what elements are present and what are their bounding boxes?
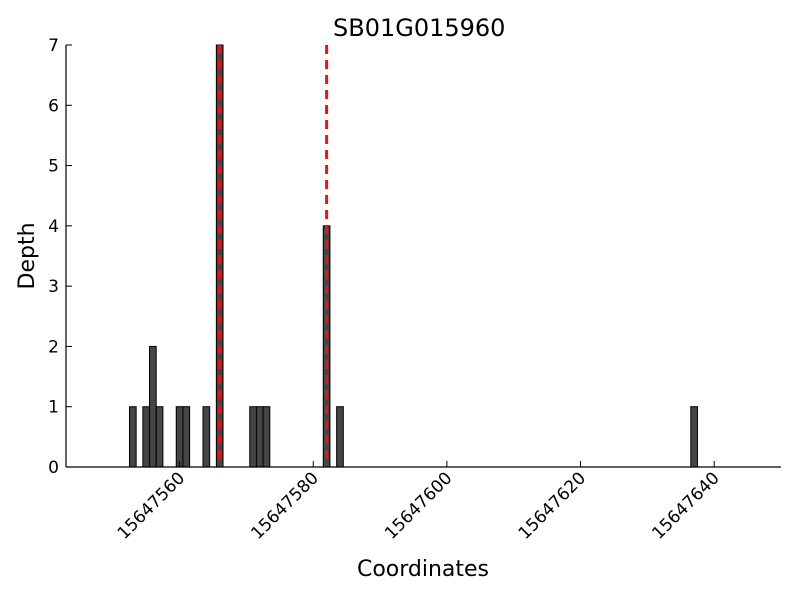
marker-lines-group	[218, 45, 329, 467]
y-tick-label: 1	[48, 398, 59, 418]
bar	[149, 345, 157, 468]
bar	[155, 406, 164, 468]
bar	[690, 406, 698, 468]
x-tick-label: 15647600	[381, 468, 456, 543]
bar	[336, 406, 344, 468]
y-tick-label: 5	[48, 157, 59, 177]
bar	[255, 406, 264, 468]
x-tick-label: 15647580	[247, 468, 322, 543]
y-tick-label: 6	[48, 96, 59, 116]
bar	[128, 406, 137, 468]
bar	[142, 406, 151, 468]
bar	[249, 406, 257, 468]
x-tick-label: 15647620	[515, 468, 590, 543]
x-ticks-group: 15647560 15647580 15647600 15647620 15647640	[114, 461, 724, 544]
y-tick-label: 3	[48, 277, 59, 297]
axes-group	[65, 45, 781, 468]
bar	[202, 406, 211, 468]
bar	[262, 406, 271, 468]
y-tick-label: 7	[48, 36, 59, 56]
y-tick-label: 4	[48, 217, 59, 237]
y-ticks-group: 0 1 2 3 4 5 6 7	[48, 36, 72, 478]
y-axis-label: Depth	[15, 222, 40, 289]
y-tick-label: 2	[48, 337, 59, 357]
bar	[175, 406, 184, 468]
chart-title: SB01G015960	[333, 14, 505, 42]
x-axis-label: Coordinates	[357, 557, 489, 582]
bar	[182, 406, 191, 468]
x-tick-label: 15647640	[648, 468, 723, 543]
y-tick-label: 0	[48, 458, 59, 478]
bars-group	[128, 44, 698, 468]
x-tick-label: 15647560	[114, 468, 189, 543]
